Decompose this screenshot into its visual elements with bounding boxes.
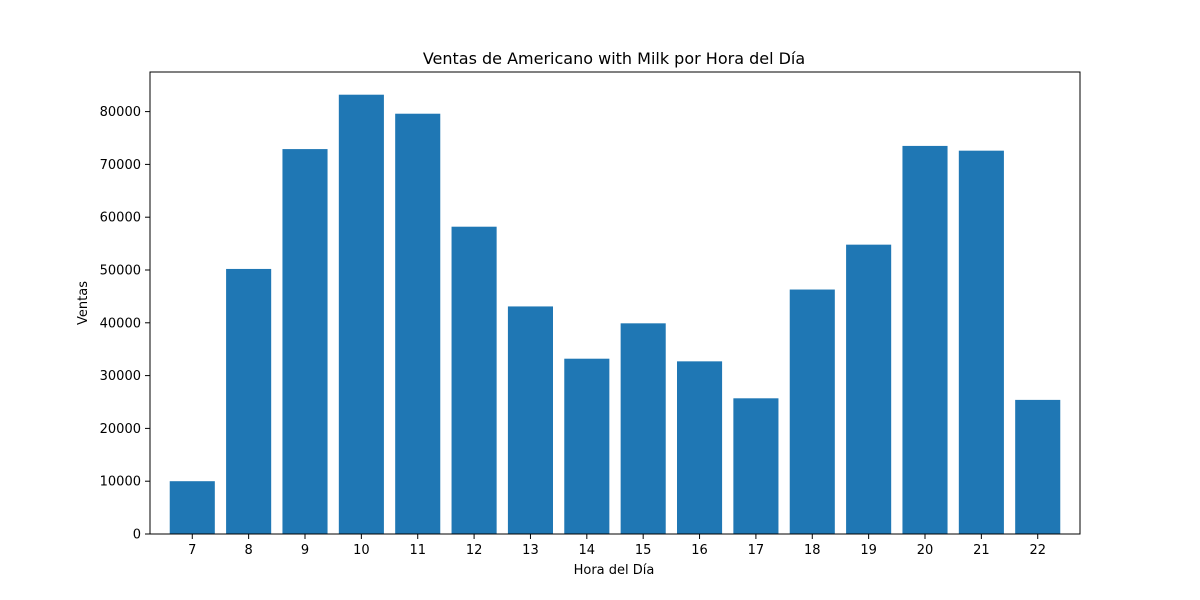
bar-hour-10 [338,94,384,534]
x-axis: 7 8 9 10 11 12 13 14 15 16 17 18 19 20 21 22 [188,534,1046,558]
y-tick-label: 80000 [100,105,141,120]
bar-hour-8 [226,268,272,534]
x-tick-label: 21 [973,543,990,558]
y-tick-label: 20000 [100,422,141,437]
chart-title: Ventas de Americano with Milk por Hora d… [423,49,805,68]
x-tick-label: 12 [466,543,483,558]
y-tick-label: 50000 [100,264,141,279]
bar-hour-9 [282,149,328,534]
y-axis-title: Ventas [76,281,91,325]
bar-hour-16 [677,361,723,534]
y-tick-label: 60000 [100,211,141,226]
y-tick-label: 10000 [100,475,141,490]
x-tick-label: 19 [860,543,877,558]
bar-hour-21 [958,150,1004,534]
x-tick-label: 18 [804,543,821,558]
bar-group [169,94,1061,535]
x-axis-title: Hora del Día [574,563,655,578]
bar-hour-11 [395,113,441,534]
y-axis: 0 10000 20000 30000 40000 50000 60000 70000 8000… [100,105,150,543]
y-tick-label: 70000 [100,158,141,173]
bar-hour-14 [564,358,610,534]
x-tick-label: 8 [244,543,252,558]
bar-hour-13 [507,306,553,534]
bar-hour-15 [620,323,666,534]
bar-hour-18 [789,289,835,534]
x-tick-label: 13 [522,543,539,558]
bar-hour-7 [169,481,215,534]
x-tick-label: 9 [301,543,309,558]
y-tick-label: 0 [133,528,141,543]
bar-hour-22 [1015,399,1061,534]
bar-hour-17 [733,398,779,534]
bar-hour-20 [902,145,948,535]
x-tick-label: 11 [409,543,426,558]
y-tick-label: 40000 [100,316,141,331]
x-tick-label: 14 [579,543,596,558]
bar-hour-12 [451,226,497,535]
plot-frame [149,71,1081,535]
x-tick-label: 20 [917,543,934,558]
bar-hour-19 [846,244,892,534]
x-tick-label: 15 [635,543,652,558]
x-tick-label: 17 [748,543,765,558]
x-tick-label: 7 [188,543,196,558]
x-tick-label: 22 [1029,543,1046,558]
x-tick-label: 16 [691,543,708,558]
y-tick-label: 30000 [100,369,141,384]
x-tick-label: 10 [353,543,370,558]
